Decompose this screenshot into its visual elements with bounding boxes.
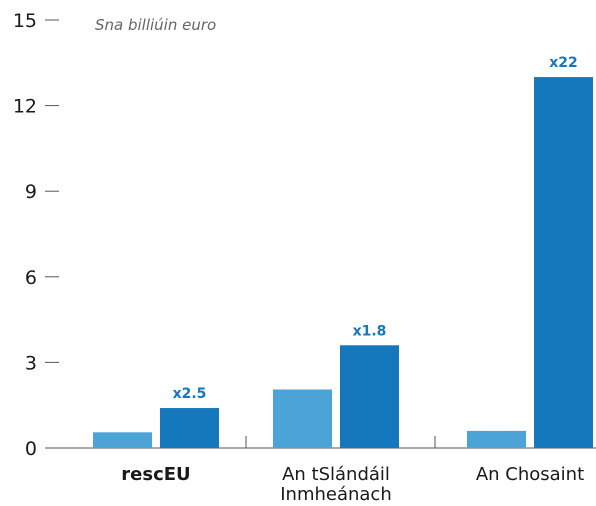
- multiplier-label-0: x2.5: [173, 386, 207, 402]
- y-tick-label-5: 15: [13, 10, 37, 32]
- category-label-1-1: Inmheánach: [280, 484, 392, 505]
- y-tick-label-4: 12: [13, 96, 37, 118]
- bar-0-0: [93, 432, 152, 448]
- y-tick-label-2: 6: [25, 267, 37, 289]
- bar-2-0: [467, 430, 526, 448]
- category-label-2-0: An Chosaint: [476, 464, 584, 485]
- y-axis: 0 3 6 9 12 15: [13, 10, 59, 460]
- bar-1-0: [273, 389, 332, 448]
- unit-label: Sna billiúin euro: [95, 16, 216, 34]
- multiplier-label-1: x1.8: [353, 323, 387, 339]
- multiplier-label-2: x22: [549, 55, 578, 71]
- y-tick-label-1: 3: [25, 352, 37, 374]
- bar-2-1: [534, 77, 593, 449]
- bar-1-1: [340, 345, 399, 448]
- multiplier-labels: x2.5 x1.8 x22: [173, 55, 578, 402]
- category-label-1-0: An tSlándáil: [282, 464, 390, 485]
- y-tick-label-0: 0: [25, 438, 37, 460]
- bars: [93, 77, 593, 449]
- bar-0-1: [160, 408, 219, 448]
- y-tick-label-3: 9: [25, 181, 37, 203]
- category-label-0-0: rescEU: [121, 464, 190, 485]
